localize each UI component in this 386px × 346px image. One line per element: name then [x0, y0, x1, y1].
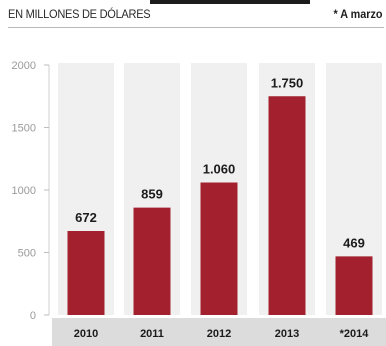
footnote-label: * A marzo: [332, 7, 382, 21]
value-label-2012: 1.060: [203, 162, 236, 177]
y-tick-label: 0: [30, 310, 36, 322]
bar-2010: [67, 231, 105, 315]
value-label-2010: 672: [75, 210, 97, 225]
bar-*2014: [335, 256, 373, 315]
bar-2011: [133, 207, 171, 315]
chart-subtitle: EN MILLONES DE DÓLARES: [8, 7, 151, 21]
category-label-*2014: *2014: [340, 328, 370, 340]
value-label-2011: 859: [141, 187, 163, 202]
title-cut-off-bar: [150, 0, 310, 4]
y-tick-label: 1500: [12, 123, 36, 135]
category-axis-band: [52, 318, 386, 346]
category-label-2011: 2011: [140, 328, 164, 340]
bar-2013: [268, 96, 306, 315]
y-tick-label: 2000: [12, 60, 36, 72]
category-label-2013: 2013: [275, 328, 299, 340]
value-label-2013: 1.750: [271, 75, 304, 90]
header-divider: [8, 27, 384, 28]
category-label-2010: 2010: [74, 328, 98, 340]
category-label-2012: 2012: [207, 328, 231, 340]
value-label-*2014: 469: [343, 235, 365, 250]
bar-2012: [200, 182, 238, 315]
y-tick-label: 500: [18, 248, 36, 260]
y-tick-label: 1000: [12, 185, 36, 197]
